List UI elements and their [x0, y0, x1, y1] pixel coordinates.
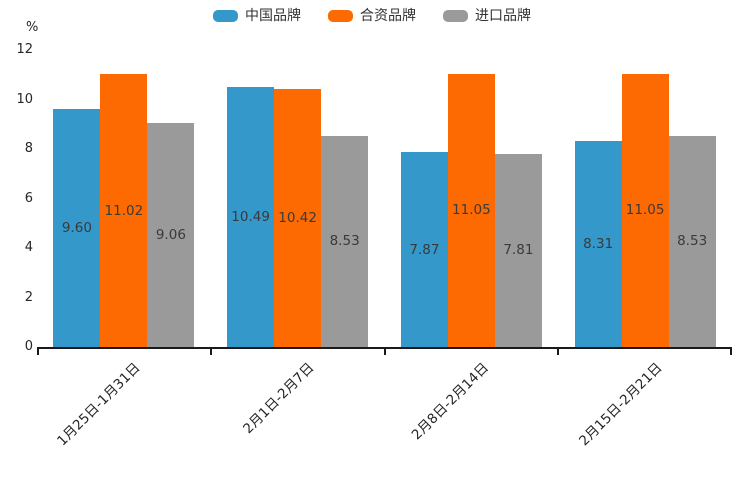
bar-value-label: 10.49	[231, 209, 270, 226]
legend-marker-icon	[213, 10, 238, 22]
legend-label: 合资品牌	[360, 8, 416, 24]
bar: 11.05	[447, 73, 495, 347]
bar: 9.60	[53, 109, 101, 347]
y-axis-tick-label: 8	[24, 141, 33, 156]
bar-value-label: 11.05	[452, 202, 491, 219]
y-axis-tick-label: 4	[24, 240, 33, 255]
bar-value-label: 7.87	[409, 241, 440, 258]
bar-group: 9.60 11.02 9.06	[37, 50, 211, 347]
x-axis-tick	[730, 347, 732, 355]
y-axis-tick-label: 12	[16, 42, 33, 57]
legend-label: 进口品牌	[475, 8, 531, 24]
x-axis-label: 2月1日-2月7日	[240, 359, 318, 438]
legend-marker-icon	[443, 10, 468, 22]
bar: 10.42	[274, 89, 322, 347]
bar: 7.87	[400, 152, 448, 347]
y-axis-tick-label: 10	[16, 91, 33, 107]
bar: 11.02	[100, 74, 148, 347]
x-axis-label: 2月15日-2月21日	[575, 359, 666, 450]
bar: 8.53	[321, 135, 369, 347]
bar-value-label: 8.31	[583, 236, 614, 253]
x-axis-tick	[37, 347, 39, 355]
legend-item: 中国品牌	[213, 8, 301, 24]
x-axis-label: 1月25日-1月31日	[54, 359, 145, 450]
bar-value-label: 9.06	[155, 226, 186, 243]
bar-value-label: 9.60	[61, 220, 92, 237]
bar-value-label: 11.05	[625, 202, 665, 219]
x-axis-tick	[209, 347, 212, 355]
x-axis-tick	[557, 347, 560, 355]
bar: 9.06	[147, 122, 195, 347]
bar: 10.49	[227, 87, 275, 347]
bar-value-label: 7.81	[503, 242, 534, 259]
plot-area: 0 2 4 6 8 10 12 9.60 11.02 9.06 1月25日-1月31日 10.49 10…	[16, 42, 732, 449]
y-axis-tick-label: 2	[24, 289, 33, 305]
bar: 8.31	[574, 141, 622, 347]
bar-value-label: 10.42	[278, 210, 317, 227]
bar: 11.05	[621, 73, 669, 347]
legend-item: 合资品牌	[328, 8, 416, 24]
y-axis-tick-label: 0	[24, 339, 33, 354]
legend-marker-icon	[328, 10, 353, 22]
legend-item: 进口品牌	[443, 8, 531, 24]
bar-value-label: 11.02	[104, 202, 144, 219]
bar-group: 10.49 10.42 8.53	[211, 50, 385, 347]
bar-group: 7.87 11.05 7.81	[385, 50, 559, 347]
x-axis-tick	[383, 347, 386, 355]
bar-group: 8.31 11.05 8.53	[558, 50, 732, 347]
bar-value-label: 8.53	[677, 233, 708, 250]
bar: 8.53	[668, 135, 716, 347]
y-axis-unit-label: %	[26, 20, 39, 35]
y-axis-tick-label: 6	[24, 190, 33, 206]
legend-label: 中国品牌	[245, 8, 301, 24]
bar: 7.81	[494, 153, 542, 347]
x-axis-label: 2月8日-2月14日	[408, 359, 492, 444]
legend: 中国品牌 合资品牌 进口品牌	[213, 8, 531, 24]
bar-value-label: 8.53	[329, 233, 360, 250]
